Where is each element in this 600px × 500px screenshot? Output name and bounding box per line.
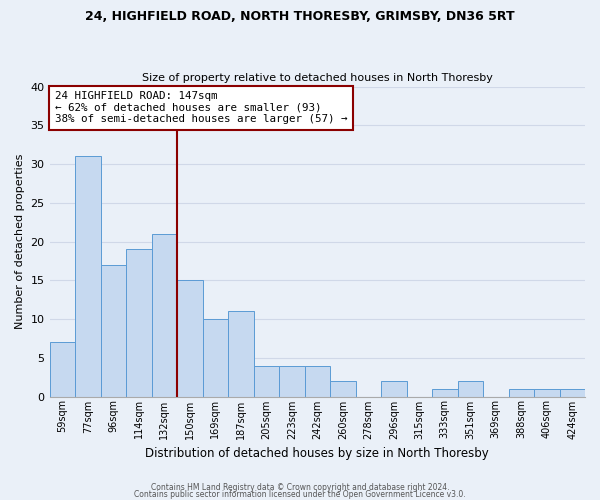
Bar: [254, 366, 279, 396]
Bar: [75, 156, 101, 396]
Bar: [228, 312, 254, 396]
Bar: [126, 250, 152, 396]
Bar: [432, 389, 458, 396]
Text: Contains HM Land Registry data © Crown copyright and database right 2024.: Contains HM Land Registry data © Crown c…: [151, 484, 449, 492]
Text: 24 HIGHFIELD ROAD: 147sqm
← 62% of detached houses are smaller (93)
38% of semi-: 24 HIGHFIELD ROAD: 147sqm ← 62% of detac…: [55, 91, 347, 124]
Bar: [152, 234, 177, 396]
X-axis label: Distribution of detached houses by size in North Thoresby: Distribution of detached houses by size …: [145, 447, 489, 460]
Bar: [177, 280, 203, 396]
Bar: [50, 342, 75, 396]
Bar: [509, 389, 534, 396]
Bar: [534, 389, 560, 396]
Bar: [305, 366, 330, 396]
Bar: [560, 389, 585, 396]
Text: Contains public sector information licensed under the Open Government Licence v3: Contains public sector information licen…: [134, 490, 466, 499]
Bar: [330, 381, 356, 396]
Bar: [458, 381, 483, 396]
Text: 24, HIGHFIELD ROAD, NORTH THORESBY, GRIMSBY, DN36 5RT: 24, HIGHFIELD ROAD, NORTH THORESBY, GRIM…: [85, 10, 515, 23]
Bar: [381, 381, 407, 396]
Title: Size of property relative to detached houses in North Thoresby: Size of property relative to detached ho…: [142, 73, 493, 83]
Bar: [203, 319, 228, 396]
Bar: [101, 265, 126, 396]
Bar: [279, 366, 305, 396]
Y-axis label: Number of detached properties: Number of detached properties: [15, 154, 25, 329]
